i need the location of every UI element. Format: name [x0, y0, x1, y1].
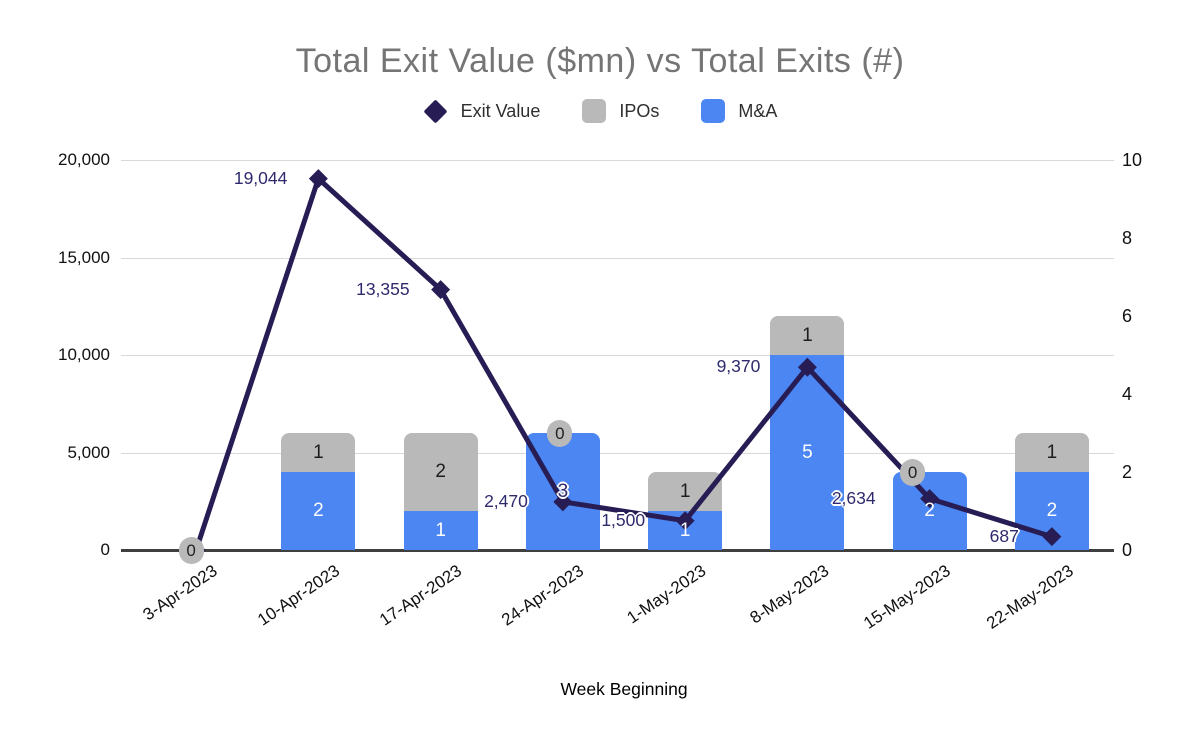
- left-axis-tick: 20,000: [58, 150, 110, 169]
- legend-item-mna: M&A: [701, 99, 777, 123]
- mna-bar-segment: [403, 511, 478, 550]
- right-axis-tick: 8: [1122, 228, 1133, 248]
- exit-value-marker: [553, 492, 573, 512]
- left-axis-tick: 10,000: [58, 345, 110, 364]
- left-axis-tick: 5,000: [67, 442, 110, 462]
- mna-value-label: 2: [313, 500, 324, 521]
- ipo-value-label: 1: [313, 441, 324, 463]
- right-axis-tick: 10: [1122, 150, 1143, 170]
- ipo-bar-segment: [770, 316, 845, 355]
- legend-item-exit-value: Exit Value: [423, 98, 541, 124]
- exit-value-marker: [1042, 527, 1062, 547]
- ipo-value-label: 1: [1046, 441, 1058, 463]
- mna-value-label: 2: [1046, 500, 1058, 521]
- ipo-zero-value-label: 0: [547, 419, 573, 447]
- exit-value-point-label: 9,370: [716, 356, 761, 377]
- legend: Exit Value IPOs M&A: [0, 98, 1200, 124]
- left-axis-tick: 15,000: [58, 247, 110, 267]
- mna-bar-segment: [525, 433, 600, 550]
- exit-value-line: [193, 176, 1053, 551]
- gridline: [121, 257, 1114, 259]
- exit-value-marker: [797, 357, 817, 377]
- ipo-zero-value-label: 0: [178, 536, 204, 564]
- exit-value-point-label: 2,470: [484, 490, 528, 511]
- ipo-value-label: 1: [802, 324, 813, 346]
- ipo-bar-segment: [1014, 433, 1089, 472]
- ipo-zero-value-label: 0: [900, 458, 926, 486]
- legend-label-mna: M&A: [738, 100, 778, 121]
- exit-value-marker: [675, 511, 695, 531]
- ipo-value-label: 2: [435, 461, 446, 482]
- right-axis-tick: 0: [1122, 540, 1133, 560]
- exit-value-point-label: 687: [989, 525, 1019, 546]
- left-axis-tick: 0: [100, 540, 110, 559]
- right-axis-tick: 4: [1122, 384, 1133, 404]
- mna-value-label: 1: [435, 519, 446, 541]
- gridline: [121, 355, 1114, 356]
- mna-value-label: 5: [802, 441, 813, 463]
- exit-value-marker: [308, 169, 328, 189]
- mna-bar-segment: [892, 472, 967, 550]
- right-axis-tick: 2: [1122, 462, 1133, 482]
- ipo-bar-segment: [403, 433, 478, 511]
- legend-label-exit-value: Exit Value: [460, 100, 541, 121]
- right-axis-tick: 6: [1122, 306, 1133, 326]
- mna-value-label: 3: [557, 480, 569, 502]
- x-axis-baseline: [121, 549, 1114, 552]
- gridline: [121, 160, 1114, 161]
- exit-value-point-label: 13,355: [356, 278, 410, 299]
- exit-value-point-label: 1,500: [601, 509, 646, 530]
- mna-value-label: 1: [679, 519, 691, 541]
- ipo-bar-segment: [281, 433, 356, 472]
- exit-value-marker: [920, 489, 940, 509]
- mna-value-label: 2: [924, 500, 935, 521]
- legend-item-ipos: IPOs: [582, 99, 659, 123]
- x-axis-title: Week Beginning: [560, 679, 688, 699]
- chart-title: Total Exit Value ($mn) vs Total Exits (#…: [295, 42, 905, 80]
- legend-label-ipos: IPOs: [619, 100, 660, 121]
- exit-value-marker: [431, 280, 451, 300]
- mna-bar-segment: [281, 472, 356, 550]
- mna-bar-segment: [770, 355, 845, 550]
- mna-swatch-icon: [701, 99, 726, 123]
- exit-value-point-label: 2,634: [831, 487, 876, 508]
- ipo-value-label: 1: [679, 480, 691, 502]
- gridline: [121, 452, 1114, 454]
- exit-value-point-label: 19,044: [233, 167, 288, 188]
- ipos-swatch-icon: [582, 99, 607, 123]
